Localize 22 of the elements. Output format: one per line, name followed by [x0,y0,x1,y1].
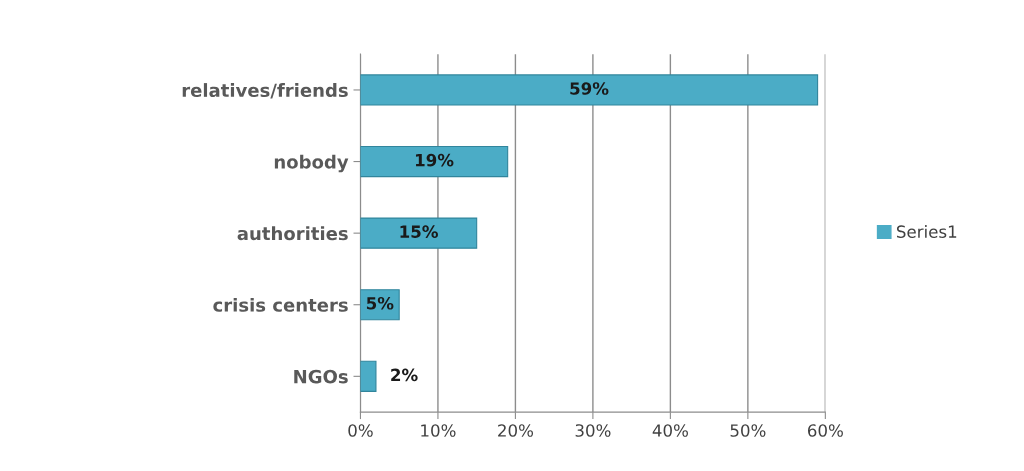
data-label: 5% [366,296,394,310]
bar [360,217,478,249]
x-tick-label: 10% [421,424,456,437]
x-tick-label: 50% [730,424,766,437]
y-tick-label: nobody [274,154,349,173]
bar [360,74,819,106]
x-tick-label: 0% [348,424,373,437]
x-tick-label: 60% [807,424,843,437]
y-tick-label: crisis centers [213,297,348,312]
bar [360,145,509,178]
data-label: 15% [400,225,438,238]
data-label: 2% [391,368,418,382]
data-label: 19% [415,153,454,167]
y-tick-label: authorities [237,226,348,241]
data-label: 59% [570,82,609,95]
y-tick-label: NGOs [294,369,348,384]
x-tick-label: 20% [498,424,534,437]
x-tick-label: 40% [652,424,688,437]
legend-label: Series1 [896,225,957,238]
x-tick-label: 30% [575,424,611,437]
y-tick-label: relatives/friends [182,83,348,99]
bar [360,360,377,392]
